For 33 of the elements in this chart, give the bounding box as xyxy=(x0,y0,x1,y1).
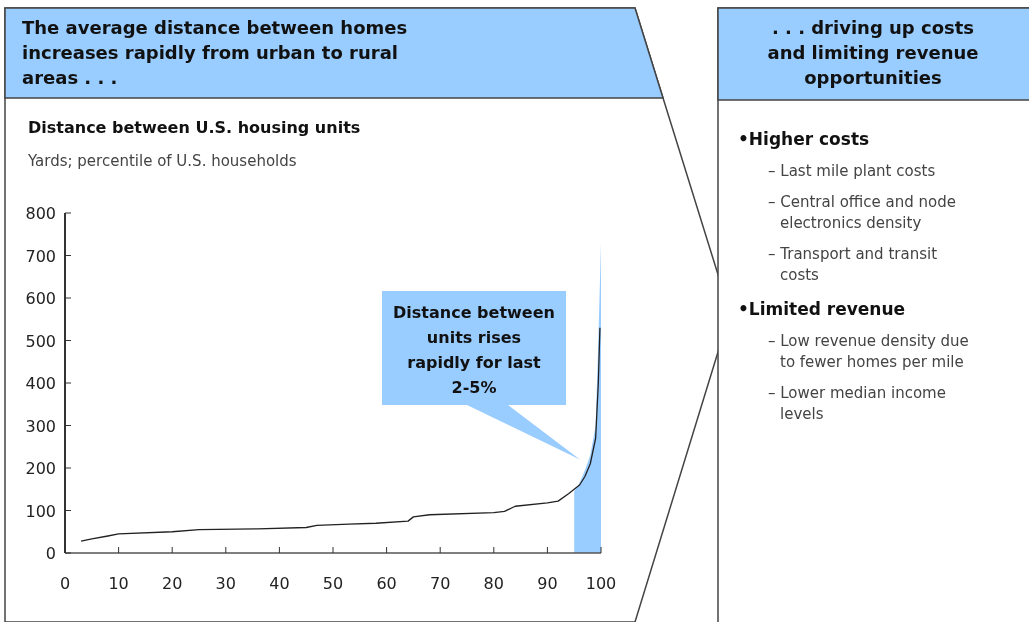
y-tick-label: 200 xyxy=(25,459,56,478)
text: – Last mile plant costs xyxy=(768,162,936,180)
text: – Lower median income levels xyxy=(768,384,946,423)
y-tick-label: 400 xyxy=(25,374,56,393)
text: . . . driving up costs and limiting revenue opportunities xyxy=(767,17,979,88)
text: •Limited revenue xyxy=(738,299,906,319)
y-tick-label: 500 xyxy=(25,331,56,351)
x-tick-label: 20 xyxy=(162,574,183,593)
text: – Transport and transit costs xyxy=(768,245,938,284)
x-tick-label: 40 xyxy=(269,574,290,593)
chart-title: Distance between U.S. housing units xyxy=(28,118,361,137)
x-tick-label: 50 xyxy=(322,574,344,593)
x-tick-label: 70 xyxy=(430,574,451,593)
y-tick-label: 300 xyxy=(25,416,56,436)
x-tick-label: 90 xyxy=(537,574,558,593)
y-tick-label: 600 xyxy=(25,289,56,308)
text: – Low revenue density due to fewer homes per mile xyxy=(768,332,969,371)
x-tick-label: 100 xyxy=(585,574,617,593)
x-tick-label: 30 xyxy=(215,574,236,593)
annotation: Distance between units rises rapidly for last 2-5% xyxy=(393,303,555,397)
text: The average distance between homes increases rapidly from urban to rural areas . . . xyxy=(22,17,408,88)
text: – Central office and node electronics density xyxy=(768,193,956,232)
x-tick-label: 80 xyxy=(483,574,504,593)
y-tick-label: 100 xyxy=(25,501,56,521)
x-tick-label: 0 xyxy=(59,574,71,593)
chart-subtitle: Yards; percentile of U.S. households xyxy=(27,152,297,170)
y-tick-label: 800 xyxy=(25,204,56,223)
line-series xyxy=(80,327,601,542)
y-tick-label: 700 xyxy=(25,246,56,266)
text: •Higher costs xyxy=(738,129,870,149)
x-tick-label: 10 xyxy=(108,574,129,593)
x-tick-label: 60 xyxy=(376,574,397,593)
y-tick-label: 0 xyxy=(45,544,56,563)
